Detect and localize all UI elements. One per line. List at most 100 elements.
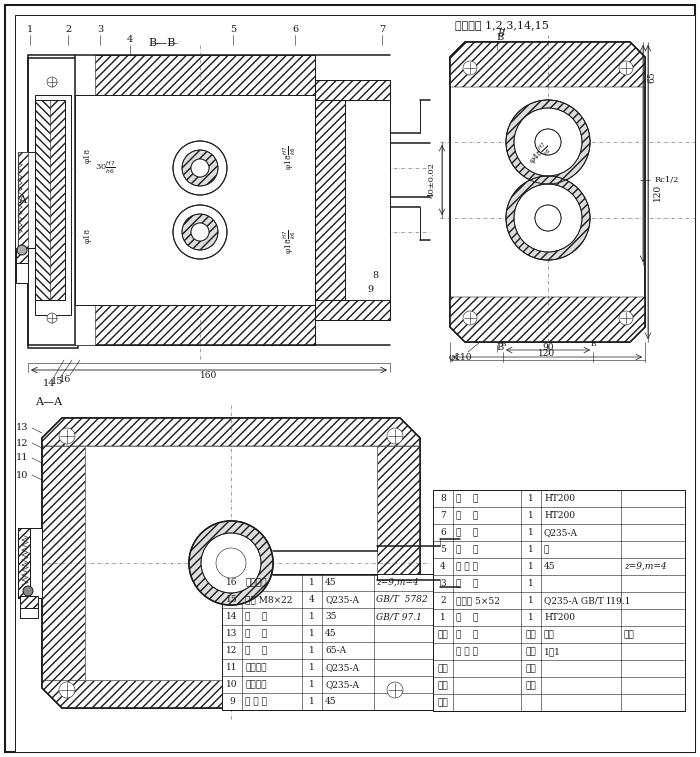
Circle shape bbox=[189, 521, 273, 605]
Text: 件数: 件数 bbox=[526, 630, 536, 639]
Text: 11: 11 bbox=[15, 453, 28, 463]
Circle shape bbox=[47, 313, 57, 323]
Text: φ18$\frac{H7}{k6}$: φ18$\frac{H7}{k6}$ bbox=[282, 146, 298, 170]
Text: B: B bbox=[498, 29, 505, 38]
Text: 齿 轮 泵: 齿 轮 泵 bbox=[456, 647, 478, 656]
Text: 3: 3 bbox=[97, 26, 103, 35]
Text: 160: 160 bbox=[200, 370, 218, 379]
Text: 拆卸零件 1,2,3,14,15: 拆卸零件 1,2,3,14,15 bbox=[455, 20, 549, 30]
Text: HT200: HT200 bbox=[544, 613, 575, 622]
Circle shape bbox=[535, 129, 561, 155]
Text: 防护螺母: 防护螺母 bbox=[245, 680, 267, 689]
Circle shape bbox=[506, 176, 590, 260]
Circle shape bbox=[506, 100, 590, 184]
Text: 1: 1 bbox=[309, 578, 315, 587]
Text: 8: 8 bbox=[372, 270, 378, 279]
Text: Q235-A GB/T I19.1: Q235-A GB/T I19.1 bbox=[544, 596, 631, 605]
Bar bbox=[315, 100, 390, 300]
Text: 15: 15 bbox=[226, 595, 238, 604]
Polygon shape bbox=[450, 42, 645, 342]
Text: HT200: HT200 bbox=[544, 494, 575, 503]
Text: φ48$\frac{H7}{k6}$: φ48$\frac{H7}{k6}$ bbox=[526, 141, 554, 170]
Circle shape bbox=[387, 682, 403, 698]
Text: 3: 3 bbox=[440, 579, 446, 588]
Text: 65: 65 bbox=[648, 71, 657, 83]
Text: Q235-A: Q235-A bbox=[325, 595, 359, 604]
Text: 1：1: 1：1 bbox=[544, 647, 561, 656]
Text: 45: 45 bbox=[325, 629, 337, 638]
Polygon shape bbox=[42, 418, 420, 708]
Text: 1: 1 bbox=[309, 629, 315, 638]
Bar bbox=[75, 95, 315, 305]
Bar bbox=[315, 80, 390, 320]
Text: Rc1/2: Rc1/2 bbox=[655, 176, 680, 184]
Text: z=9,m=4: z=9,m=4 bbox=[376, 578, 419, 587]
Text: HT200: HT200 bbox=[544, 511, 575, 520]
Bar bbox=[18, 152, 35, 248]
Text: 4: 4 bbox=[440, 562, 446, 571]
Text: 名    称: 名 称 bbox=[456, 630, 478, 639]
Polygon shape bbox=[450, 297, 645, 342]
Text: 1: 1 bbox=[309, 612, 315, 621]
Text: 30$\frac{H7}{h6}$: 30$\frac{H7}{h6}$ bbox=[94, 160, 116, 176]
Circle shape bbox=[506, 176, 590, 260]
Bar bbox=[315, 100, 345, 300]
Text: 1: 1 bbox=[528, 494, 534, 503]
Bar bbox=[35, 100, 65, 300]
Circle shape bbox=[463, 61, 477, 75]
Text: 件数: 件数 bbox=[526, 664, 536, 673]
Text: 1: 1 bbox=[528, 528, 534, 537]
Text: 螺    母: 螺 母 bbox=[456, 528, 478, 537]
Text: 垫    圈: 垫 圈 bbox=[245, 612, 267, 621]
Text: 1: 1 bbox=[528, 579, 534, 588]
Text: 13: 13 bbox=[15, 423, 28, 432]
Text: 泵    体: 泵 体 bbox=[456, 494, 478, 503]
Text: 1: 1 bbox=[309, 680, 315, 689]
Text: B: B bbox=[590, 340, 596, 348]
Text: 钢    球: 钢 球 bbox=[245, 629, 267, 638]
Circle shape bbox=[619, 61, 633, 75]
Text: 90: 90 bbox=[542, 344, 554, 353]
Circle shape bbox=[514, 184, 582, 252]
Text: 比例: 比例 bbox=[526, 647, 536, 656]
Text: 5: 5 bbox=[230, 26, 236, 35]
Text: 9: 9 bbox=[229, 697, 235, 706]
Bar bbox=[16, 263, 28, 283]
Text: 1: 1 bbox=[309, 697, 315, 706]
Bar bbox=[20, 596, 38, 608]
Text: 1: 1 bbox=[528, 562, 534, 571]
Text: 4: 4 bbox=[127, 36, 133, 45]
Bar bbox=[28, 58, 78, 348]
Bar bbox=[75, 305, 315, 345]
Text: 1: 1 bbox=[528, 545, 534, 554]
Text: B: B bbox=[496, 33, 503, 42]
Text: 10: 10 bbox=[226, 680, 238, 689]
Text: 7: 7 bbox=[440, 511, 446, 520]
Text: 14: 14 bbox=[226, 612, 238, 621]
Text: GB/T 97.1: GB/T 97.1 bbox=[376, 612, 422, 621]
Text: 120: 120 bbox=[652, 183, 662, 201]
Bar bbox=[85, 446, 377, 680]
Text: 1: 1 bbox=[528, 613, 534, 622]
Bar bbox=[35, 95, 71, 315]
Text: A—A: A—A bbox=[35, 397, 62, 407]
Text: 压    盖: 压 盖 bbox=[456, 511, 478, 520]
Text: 从 动 轴: 从 动 轴 bbox=[245, 697, 267, 706]
Bar bbox=[75, 55, 315, 95]
Circle shape bbox=[619, 311, 633, 325]
Circle shape bbox=[173, 141, 227, 195]
Text: 纸    垫: 纸 垫 bbox=[456, 579, 478, 588]
Circle shape bbox=[23, 586, 33, 596]
Text: A: A bbox=[18, 195, 26, 205]
Text: 65-A: 65-A bbox=[325, 646, 346, 655]
Bar bbox=[28, 58, 78, 348]
Text: GB/T  5782: GB/T 5782 bbox=[376, 595, 428, 604]
Text: 重量: 重量 bbox=[526, 681, 536, 690]
Text: 6: 6 bbox=[292, 26, 298, 35]
Circle shape bbox=[189, 521, 273, 605]
Bar bbox=[20, 608, 38, 618]
Circle shape bbox=[535, 205, 561, 231]
Text: 齿 轮 轴: 齿 轮 轴 bbox=[456, 562, 478, 571]
Text: φ110: φ110 bbox=[448, 353, 472, 362]
Bar bbox=[222, 574, 433, 710]
